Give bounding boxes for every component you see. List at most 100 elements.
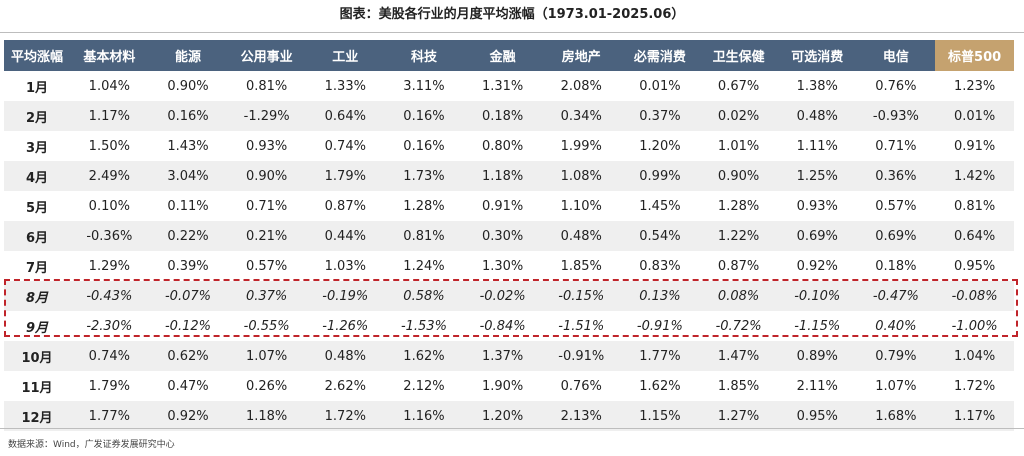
value-cell: 0.95% — [777, 401, 857, 431]
value-cell: 1.03% — [324, 258, 366, 274]
value-cell: -0.36% — [70, 221, 149, 251]
month-label: 11月 — [21, 380, 53, 396]
value-cell: 1.23% — [953, 78, 996, 94]
value-cell: 0.16% — [384, 101, 464, 131]
value-cell: 1.77% — [70, 401, 149, 431]
month-label: 10月 — [4, 341, 70, 371]
value-cell: 1.79% — [305, 161, 385, 191]
value-cell: 0.71% — [245, 198, 288, 214]
table-row: 6月 -0.36% 0.22% 0.21% 0.44% 0.81% 0.30% 0.48% 0.… — [4, 221, 1014, 251]
value-cell: 0.30% — [463, 221, 542, 251]
value-cell: 0.48% — [541, 221, 621, 251]
table-row: 1月 1.04% 0.90% 0.81% 1.33% 3.11% 1.31% 2.08% 0.0… — [4, 71, 1014, 101]
table-row: 8月 -0.43% -0.07% 0.37% -0.19% 0.58% -0.02% -0.1… — [4, 281, 1014, 311]
value-cell: 2.08% — [560, 78, 602, 94]
value-cell: 0.92% — [148, 401, 228, 431]
value-cell: 0.21% — [227, 221, 306, 251]
value-cell: 1.85% — [717, 378, 760, 394]
table-row: 7月 1.29% 0.39% 0.57% 1.03% 1.24% 1.30% 1.85% 0.8… — [4, 251, 1014, 281]
value-cell: 1.28% — [717, 198, 760, 214]
value-cell: 0.16% — [148, 101, 228, 131]
table-row: 12月 1.77% 0.92% 1.18% 1.72% 1.16% 1.20% 2.13% 1.… — [4, 401, 1014, 431]
value-cell: 1.25% — [777, 161, 857, 191]
value-cell: 0.91% — [953, 138, 996, 154]
header-cell-3: 公用事业 — [227, 40, 306, 71]
table-row: 5月 0.10% 0.11% 0.71% 0.87% 1.28% 0.91% 1.10% 1.4… — [4, 191, 1014, 221]
month-label: 4月 — [4, 161, 70, 191]
value-cell: 0.47% — [167, 378, 209, 394]
value-cell: 0.54% — [620, 221, 700, 251]
value-cell: 0.74% — [324, 138, 366, 154]
value-cell: 1.72% — [305, 401, 385, 431]
header-cell-row-label: 平均涨幅 — [4, 40, 70, 71]
value-cell: -0.55% — [243, 318, 290, 334]
value-cell: 0.22% — [148, 221, 228, 251]
value-cell: 0.76% — [560, 378, 602, 394]
value-cell: 1.24% — [403, 258, 445, 274]
table-row: 10月 0.74% 0.62% 1.07% 0.48% 1.62% 1.37% -0.91% 1… — [4, 341, 1014, 371]
source-divider — [0, 428, 1024, 429]
value-cell: 0.81% — [953, 198, 996, 214]
value-cell: 0.36% — [856, 161, 936, 191]
data-source: 数据来源：Wind，广发证券发展研究中心 — [8, 440, 175, 450]
value-cell: 1.50% — [88, 138, 130, 154]
value-cell: 1.73% — [384, 161, 464, 191]
header-cell-6: 金融 — [463, 40, 542, 71]
value-cell: 1.30% — [481, 258, 524, 274]
header-cell-10: 可选消费 — [777, 40, 857, 71]
value-cell: 1.18% — [463, 161, 542, 191]
value-cell: 1.10% — [560, 198, 602, 214]
value-cell: 1.45% — [639, 198, 681, 214]
value-cell: 1.04% — [88, 78, 130, 94]
value-cell: 2.12% — [403, 378, 445, 394]
value-cell: 1.33% — [324, 78, 366, 94]
value-cell: 1.01% — [717, 138, 760, 154]
value-cell: 1.79% — [88, 378, 130, 394]
value-cell: 0.58% — [384, 281, 464, 311]
value-cell: 0.62% — [148, 341, 228, 371]
table-body: 1月 1.04% 0.90% 0.81% 1.33% 3.11% 1.31% 2.08% 0.0… — [4, 71, 1014, 431]
month-label: 8月 — [4, 281, 70, 311]
value-cell: -0.07% — [148, 281, 228, 311]
value-cell: 1.11% — [796, 138, 838, 154]
value-cell: 0.95% — [953, 258, 996, 274]
value-cell: -0.10% — [777, 281, 857, 311]
value-cell: 0.02% — [699, 101, 778, 131]
header-cell-2: 能源 — [148, 40, 228, 71]
header-cell-5: 科技 — [384, 40, 464, 71]
table-header-row: 平均涨幅 基本材料 能源 公用事业 工业 科技 金融 房地产 必需消费 卫生保健 可选消费 电信 标普5… — [4, 40, 1014, 71]
value-cell: 0.57% — [245, 258, 288, 274]
value-cell: 1.77% — [620, 341, 700, 371]
value-cell: -1.29% — [227, 101, 306, 131]
header-cell-11: 电信 — [856, 40, 936, 71]
month-label: 9月 — [25, 320, 49, 336]
value-cell: 0.48% — [777, 101, 857, 131]
value-cell: 2.13% — [541, 401, 621, 431]
value-cell: 1.07% — [875, 378, 917, 394]
value-cell: 0.80% — [481, 138, 524, 154]
value-cell: 1.68% — [856, 401, 936, 431]
value-cell: 0.74% — [70, 341, 149, 371]
value-cell: 0.10% — [88, 198, 130, 214]
value-cell: 1.20% — [639, 138, 681, 154]
value-cell: -2.30% — [86, 318, 133, 334]
header-cell-4: 工业 — [305, 40, 385, 71]
value-cell: 1.18% — [227, 401, 306, 431]
value-cell: 0.11% — [167, 198, 209, 214]
value-cell: 1.15% — [620, 401, 700, 431]
value-cell: 1.17% — [935, 401, 1014, 431]
value-cell: 0.48% — [305, 341, 385, 371]
value-cell: 1.20% — [463, 401, 542, 431]
value-cell: 0.87% — [717, 258, 760, 274]
value-cell: 0.71% — [875, 138, 917, 154]
value-cell: -1.51% — [558, 318, 605, 334]
value-cell: 0.93% — [796, 198, 838, 214]
title-divider — [0, 32, 1024, 33]
value-cell: 1.38% — [796, 78, 838, 94]
value-cell: 0.83% — [639, 258, 681, 274]
value-cell: 2.62% — [324, 378, 366, 394]
value-cell: 1.16% — [384, 401, 464, 431]
value-cell: -0.12% — [164, 318, 211, 334]
value-cell: 1.07% — [227, 341, 306, 371]
header-cell-7: 房地产 — [541, 40, 621, 71]
